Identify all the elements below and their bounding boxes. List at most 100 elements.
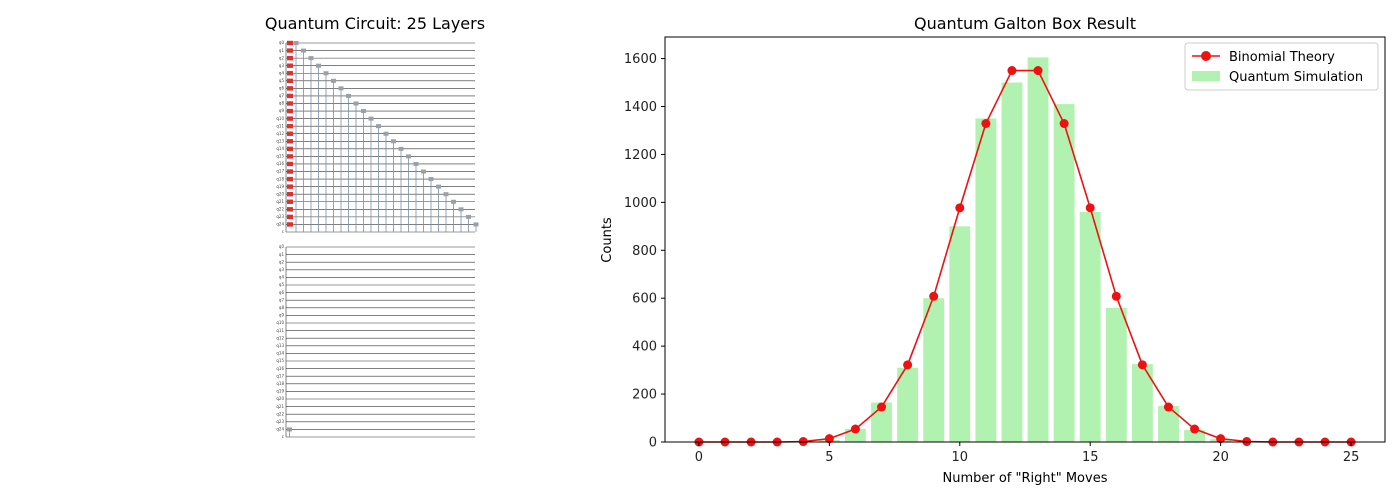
theory-point [877, 402, 887, 412]
gate [287, 184, 293, 189]
bar [923, 298, 945, 442]
line-series [694, 66, 1356, 447]
qubit-label: q6 [279, 290, 285, 295]
qubit-label: q2 [279, 55, 285, 60]
measure-gate [391, 139, 396, 144]
y-axis-label: Counts [600, 217, 615, 263]
qubit-label: q0 [279, 40, 285, 45]
qubit-label: q6 [279, 86, 285, 91]
theory-point [1007, 66, 1017, 76]
legend-marker-swatch [1201, 51, 1211, 61]
theory-point [1111, 291, 1121, 301]
measure-gate [428, 177, 434, 182]
gate [287, 101, 293, 106]
theory-point [903, 360, 913, 370]
bar [1158, 406, 1179, 442]
theory-point [850, 424, 860, 434]
gate [287, 123, 293, 129]
chart-title: Quantum Galton Box Result [914, 14, 1136, 33]
legend-bar-swatch [1192, 71, 1220, 81]
bar [1053, 104, 1075, 443]
measure-gate [451, 199, 456, 204]
qubit-label: q3 [279, 267, 285, 272]
qubit-label: q17 [276, 169, 284, 174]
qubit-label: q22 [276, 411, 284, 416]
bar [1105, 307, 1127, 442]
y-tick-label: 1600 [624, 52, 657, 67]
theory-point [955, 203, 965, 213]
legend-label-theory: Binomial Theory [1229, 50, 1335, 65]
theory-point [981, 119, 991, 129]
qubit-label: q20 [276, 191, 284, 196]
gate [287, 40, 293, 46]
qubit-label: q21 [276, 404, 284, 409]
y-tick-label: 600 [632, 292, 657, 307]
theory-line [698, 69, 1352, 443]
gate [287, 214, 293, 220]
qubit-label: q5 [279, 282, 285, 287]
qubit-label: q14 [276, 351, 284, 356]
y-tick-label: 800 [632, 244, 657, 259]
qubit-label: q7 [279, 93, 285, 98]
qubit-label: q16 [276, 366, 284, 371]
bar [1184, 430, 1205, 442]
x-tick-label: 10 [952, 450, 969, 465]
qubit-label: q8 [279, 305, 285, 310]
measure-gate [436, 184, 441, 189]
gate [287, 154, 293, 159]
bar [845, 428, 866, 442]
measure-gate [383, 131, 389, 136]
qubit-label: q24 [276, 222, 284, 227]
legend: Binomial Theory Quantum Simulation [1184, 42, 1379, 91]
gate [287, 169, 293, 174]
qubit-label: q23 [276, 214, 284, 219]
qubit-label: q9 [279, 313, 285, 318]
theory-point [1163, 402, 1173, 412]
qubit-label: q18 [276, 381, 284, 386]
qubit-label: q8 [279, 101, 285, 106]
gate [287, 86, 293, 91]
qubit-label: q13 [276, 138, 284, 143]
gate [287, 116, 293, 121]
measure-gate [466, 214, 471, 219]
qubit-label: q18 [276, 176, 284, 181]
bar [975, 118, 997, 443]
gate [287, 161, 293, 167]
qubit-label: q7 [279, 297, 285, 302]
measure-gate [316, 63, 321, 68]
measure-gate [361, 109, 366, 114]
gate [287, 71, 293, 76]
qubit-label: q10 [276, 320, 284, 325]
legend-label-simulation: Quantum Simulation [1229, 70, 1363, 85]
qubit-label: c [282, 434, 284, 439]
gate [287, 93, 293, 99]
qubit-label: q17 [276, 373, 284, 378]
measure-gate [293, 41, 299, 45]
theory-point [824, 434, 834, 444]
qubit-label: q19 [276, 184, 284, 189]
qubit-label: q11 [276, 328, 284, 333]
bar [1131, 364, 1153, 442]
measure-gate [473, 222, 479, 227]
bar [1001, 82, 1023, 443]
gate [287, 146, 293, 152]
bar [1079, 211, 1101, 442]
qubit-label: q20 [276, 396, 284, 401]
gate [287, 108, 293, 114]
qubit-label: q1 [279, 252, 285, 257]
x-tick-label: 5 [825, 450, 833, 465]
gate [287, 139, 293, 144]
qubit-label: q15 [276, 358, 284, 363]
qubit-label: q5 [279, 78, 285, 83]
measure-gate [301, 48, 306, 53]
qubit-label: q21 [276, 199, 284, 204]
measure-gate [458, 207, 464, 212]
y-axis-ticks: 0 200 400 600 800 1000 1200 1400 1600 [624, 52, 665, 451]
qubit-label: q16 [276, 161, 284, 166]
y-tick-label: 200 [632, 388, 657, 403]
legend-box [1184, 42, 1379, 91]
theory-point [929, 291, 939, 301]
gate [287, 55, 293, 61]
measure-gate [368, 116, 374, 121]
